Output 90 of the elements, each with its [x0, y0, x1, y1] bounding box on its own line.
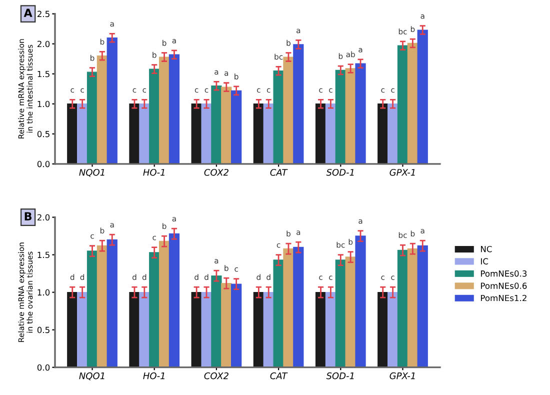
- bar: [201, 104, 212, 164]
- y-tick-label: 2.5: [37, 10, 50, 18]
- bar: [221, 86, 232, 164]
- x-tick-label: HO-1: [143, 168, 164, 176]
- bar: [158, 240, 170, 368]
- bar: [231, 284, 242, 368]
- bar: [139, 104, 150, 164]
- bar: [335, 260, 346, 368]
- bar: [315, 292, 326, 368]
- bar: [378, 104, 388, 164]
- bar: [355, 236, 366, 368]
- x-tick-label: NQO1: [79, 372, 104, 380]
- bar: [168, 54, 180, 164]
- x-tick-label: CAT: [270, 372, 288, 380]
- x-tick-label: SOD-1: [326, 168, 354, 176]
- x-tick-label: GPX-1: [390, 372, 415, 380]
- bar: [158, 56, 170, 164]
- bar: [417, 30, 428, 164]
- legend-label: NC: [481, 246, 492, 252]
- bar: [201, 292, 212, 368]
- bar: [86, 250, 98, 368]
- bar: [168, 233, 180, 368]
- y-tick-label: 0.5: [37, 326, 50, 334]
- bar: [86, 72, 98, 164]
- bar: [325, 104, 336, 164]
- x-tick-label: HO-1: [143, 372, 164, 380]
- bar: [378, 292, 388, 368]
- bar: [129, 292, 140, 368]
- bar: [96, 245, 108, 368]
- y-tick-label: 2.0: [37, 214, 50, 221]
- bar: [273, 260, 284, 368]
- bar: [335, 70, 346, 164]
- bar: [283, 56, 294, 164]
- bar: [106, 37, 118, 164]
- bar: [345, 68, 356, 164]
- bar: [397, 250, 408, 368]
- legend-label: PomNEs1.2: [481, 294, 526, 302]
- bar: [211, 86, 222, 164]
- chart-title: A: [24, 8, 32, 17]
- x-tick-label: GPX-1: [390, 168, 415, 176]
- bar: [67, 292, 78, 368]
- bar: [293, 246, 304, 368]
- bar: [273, 70, 284, 164]
- bar: [129, 104, 140, 164]
- bar: [149, 252, 160, 368]
- x-tick-label: COX2: [204, 168, 228, 176]
- bar: [139, 292, 150, 368]
- bar: [77, 292, 88, 368]
- chart-title: B: [24, 212, 32, 220]
- bar: [397, 45, 408, 164]
- x-tick-label: SOD-1: [326, 372, 354, 380]
- legend-label: PomNEs0.6: [481, 282, 527, 289]
- x-tick-label: NQO1: [79, 168, 104, 177]
- legend-label: PomNEs0.3: [481, 270, 527, 277]
- legend-label: IC: [481, 258, 488, 264]
- bar: [263, 292, 274, 368]
- bar: [231, 90, 242, 164]
- bar: [149, 68, 160, 164]
- y-tick-label: 1.0: [38, 100, 50, 108]
- bar: [407, 248, 418, 368]
- bar: [417, 245, 428, 368]
- bar: [253, 292, 264, 368]
- bar: [191, 104, 202, 164]
- y-tick-label: 1.5: [38, 70, 50, 78]
- bar: [221, 282, 232, 368]
- y-tick-label: 2.0: [37, 40, 50, 48]
- bar: [345, 256, 356, 368]
- bar: [77, 104, 88, 164]
- bar: [96, 56, 108, 164]
- y-tick-label: 1.5: [38, 252, 50, 258]
- bar: [67, 104, 78, 164]
- bar: [293, 44, 304, 164]
- bar: [407, 42, 418, 164]
- x-tick-label: CAT: [270, 168, 288, 176]
- bar: [106, 239, 118, 368]
- bar: [325, 292, 336, 368]
- bar: [283, 248, 294, 368]
- bar: [253, 104, 264, 164]
- bar: [211, 275, 222, 368]
- bar: [387, 104, 398, 164]
- y-tick-label: 0.0: [37, 364, 50, 371]
- x-tick-label: COX2: [204, 372, 228, 380]
- bar: [191, 292, 202, 368]
- bar: [355, 63, 366, 164]
- bar: [315, 104, 326, 164]
- bar: [387, 292, 398, 368]
- y-tick-label: 0.5: [37, 130, 50, 138]
- bar: [263, 104, 274, 164]
- y-tick-label: 1.0: [38, 289, 50, 296]
- y-tick-label: 0.0: [37, 160, 50, 168]
